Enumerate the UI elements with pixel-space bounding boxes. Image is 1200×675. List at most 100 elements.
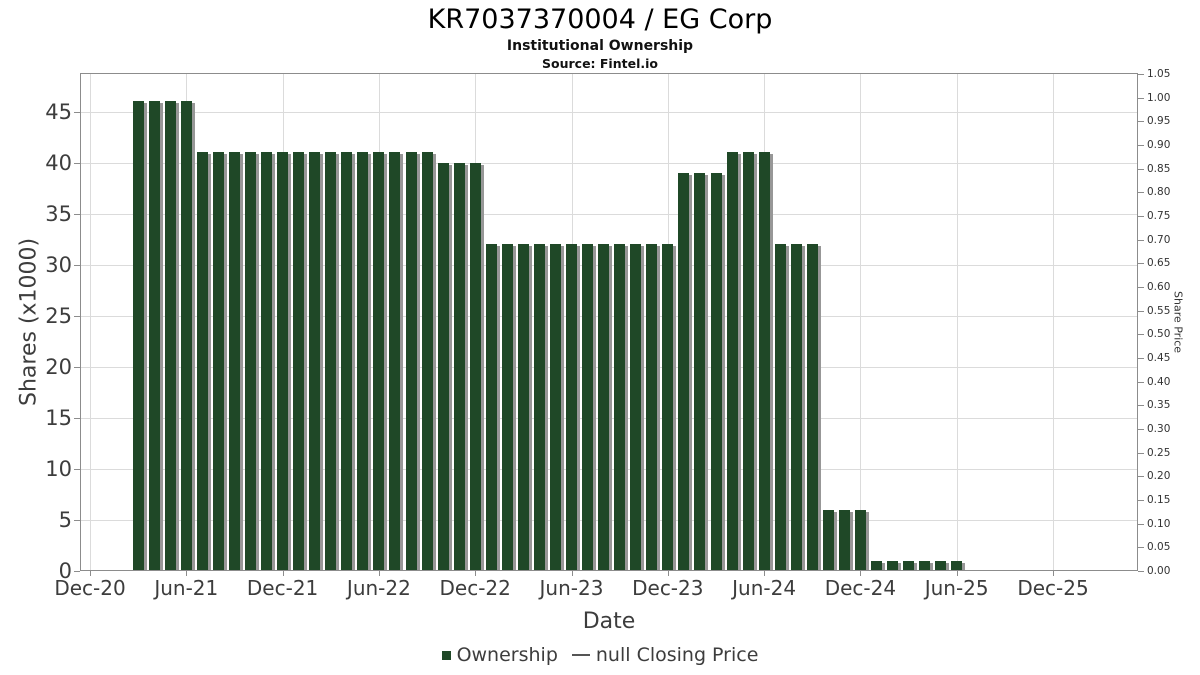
x-tick-label: Jun-21 bbox=[154, 576, 219, 600]
legend-label-ownership: Ownership bbox=[456, 644, 558, 666]
chart-header: KR7037370004 / EG Corp Institutional Own… bbox=[0, 4, 1200, 71]
x-tick-mark bbox=[282, 571, 284, 576]
ownership-bar[interactable] bbox=[919, 560, 931, 571]
x-tick-label: Jun-23 bbox=[539, 576, 604, 600]
x-tick-mark bbox=[90, 571, 91, 576]
x-tick-label: Jun-24 bbox=[732, 576, 797, 600]
ownership-bar[interactable] bbox=[180, 101, 192, 571]
y-tick-mark-right bbox=[1138, 452, 1144, 454]
price-tick-label: 0.65 bbox=[1147, 257, 1171, 270]
ownership-bar[interactable] bbox=[132, 101, 144, 571]
ownership-bar[interactable] bbox=[341, 152, 353, 571]
ownership-bar[interactable] bbox=[726, 152, 738, 571]
y-tick-mark-left bbox=[74, 366, 80, 368]
ownership-bar[interactable] bbox=[694, 172, 706, 571]
vertical-gridline bbox=[90, 73, 91, 571]
ownership-bar[interactable] bbox=[325, 152, 337, 571]
ownership-bar[interactable] bbox=[164, 101, 176, 571]
ownership-bar[interactable] bbox=[485, 244, 497, 571]
ownership-bar[interactable] bbox=[389, 152, 401, 571]
ownership-bar[interactable] bbox=[245, 152, 256, 571]
ownership-bar[interactable] bbox=[405, 152, 417, 571]
ownership-bar[interactable] bbox=[662, 244, 674, 571]
ownership-bar[interactable] bbox=[646, 244, 658, 571]
y-tick-mark-right bbox=[1138, 145, 1144, 146]
price-tick-label: 0.60 bbox=[1147, 281, 1171, 293]
ownership-bar[interactable] bbox=[229, 152, 240, 571]
y-tick-mark-left bbox=[74, 111, 80, 113]
ownership-bar[interactable] bbox=[598, 244, 610, 571]
vertical-gridline bbox=[956, 73, 958, 571]
y-tick-mark-right bbox=[1138, 97, 1144, 99]
ownership-bar[interactable] bbox=[951, 560, 963, 571]
ownership-bar[interactable] bbox=[453, 162, 465, 571]
ownership-bar[interactable] bbox=[630, 244, 642, 571]
ownership-bar[interactable] bbox=[614, 244, 626, 571]
ownership-bar[interactable] bbox=[293, 152, 305, 571]
price-tick-label: 0.45 bbox=[1147, 352, 1171, 364]
horizontal-gridline bbox=[80, 162, 1138, 164]
ownership-bar[interactable] bbox=[212, 152, 224, 571]
ownership-bar[interactable] bbox=[309, 152, 321, 571]
y-tick-mark-left bbox=[74, 213, 80, 215]
horizontal-gridline bbox=[80, 111, 1138, 113]
ownership-bar[interactable] bbox=[566, 244, 577, 571]
y-tick-label-left: 30 bbox=[45, 252, 72, 277]
x-tick-mark bbox=[764, 571, 766, 576]
ownership-bar[interactable] bbox=[790, 244, 802, 571]
ownership-bar[interactable] bbox=[871, 560, 882, 571]
ownership-bar[interactable] bbox=[887, 560, 898, 571]
ownership-bar[interactable] bbox=[148, 101, 160, 571]
ownership-bar[interactable] bbox=[550, 244, 561, 571]
ownership-bar[interactable] bbox=[774, 244, 786, 571]
ownership-bar[interactable] bbox=[196, 152, 208, 571]
x-tick-mark bbox=[475, 571, 477, 576]
ownership-bar[interactable] bbox=[935, 560, 947, 571]
ownership-bar[interactable] bbox=[357, 152, 369, 571]
ownership-bar[interactable] bbox=[710, 172, 722, 571]
ownership-bar[interactable] bbox=[678, 172, 690, 571]
y-tick-mark-right bbox=[1138, 310, 1144, 312]
y-tick-mark-right bbox=[1138, 73, 1144, 75]
price-tick-label: 0.95 bbox=[1147, 115, 1171, 128]
y-tick-label-left: 40 bbox=[45, 150, 72, 175]
y-tick-mark-right bbox=[1138, 287, 1144, 288]
legend-item-closing-price[interactable]: null Closing Price bbox=[571, 644, 758, 666]
legend-item-ownership[interactable]: Ownership bbox=[441, 644, 558, 666]
ownership-bar[interactable] bbox=[469, 162, 481, 571]
vertical-gridline bbox=[1053, 73, 1054, 571]
y-tick-label-left: 10 bbox=[45, 456, 72, 481]
ownership-bar[interactable] bbox=[517, 244, 529, 571]
x-tick-label: Dec-22 bbox=[439, 576, 511, 600]
ownership-bar[interactable] bbox=[277, 152, 289, 571]
y-tick-label-left: 45 bbox=[45, 99, 72, 124]
ownership-bar[interactable] bbox=[421, 152, 433, 571]
ownership-bar[interactable] bbox=[838, 509, 850, 571]
ownership-bar[interactable] bbox=[806, 244, 818, 571]
y-tick-mark-right bbox=[1138, 523, 1144, 525]
ownership-bar[interactable] bbox=[903, 560, 915, 571]
ownership-bar[interactable] bbox=[822, 509, 834, 571]
x-tick-mark bbox=[1053, 571, 1054, 576]
price-tick-label: 0.40 bbox=[1147, 375, 1171, 388]
y-tick-mark-right bbox=[1138, 192, 1144, 194]
y-tick-mark-right bbox=[1138, 405, 1144, 407]
ownership-bar[interactable] bbox=[261, 152, 273, 571]
y-tick-mark-right bbox=[1138, 547, 1144, 549]
ownership-bar[interactable] bbox=[758, 152, 770, 571]
ownership-bar[interactable] bbox=[437, 162, 449, 571]
price-tick-label: 0.10 bbox=[1147, 517, 1171, 530]
ownership-bar[interactable] bbox=[373, 152, 385, 571]
ownership-bar[interactable] bbox=[742, 152, 754, 571]
x-tick-mark bbox=[956, 571, 958, 576]
y-tick-mark-left bbox=[74, 315, 80, 317]
ownership-bar[interactable] bbox=[582, 244, 594, 571]
ownership-bar[interactable] bbox=[501, 244, 513, 571]
ownership-bar[interactable] bbox=[854, 509, 866, 571]
ownership-bar[interactable] bbox=[533, 244, 545, 571]
y-tick-label-left: 0 bbox=[58, 559, 72, 583]
y-tick-mark-left bbox=[74, 417, 80, 419]
x-tick-mark bbox=[571, 571, 573, 576]
price-tick-label: 0.25 bbox=[1147, 446, 1171, 459]
